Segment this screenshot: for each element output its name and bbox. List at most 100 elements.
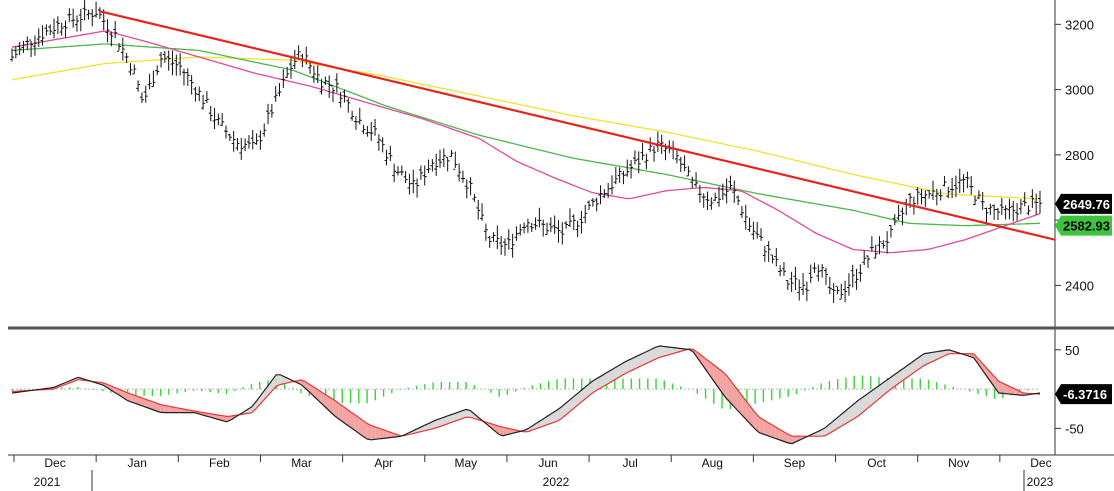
osc-band-segment [573, 393, 578, 409]
x-month-label: Aug [702, 456, 723, 470]
x-month-label: May [455, 456, 478, 470]
osc-band-segment [705, 358, 710, 376]
osc-band-segment [862, 394, 867, 413]
osc-band-segment [453, 412, 458, 422]
osc-band-segment [672, 347, 677, 354]
osc-band-segment [276, 374, 281, 387]
oscillator-panel: 50 -50 -6.3716 [11, 343, 1112, 445]
osc-band-segment [982, 363, 987, 376]
y-tick-label: 2400 [1065, 278, 1094, 293]
osc-band-segment [722, 371, 727, 399]
x-month-label: Dec [44, 456, 65, 470]
osc-band-segment [643, 351, 648, 365]
last-price-label: 2649.76 [1063, 197, 1110, 212]
osc-band-segment [907, 362, 913, 377]
osc-band-segment [610, 367, 615, 383]
osc-band-segment [887, 376, 892, 392]
osc-band-segment [912, 359, 917, 374]
osc-band-segment [367, 423, 372, 440]
osc-band-segment [746, 401, 752, 425]
osc-band-segment [577, 389, 582, 406]
osc-band-segment [751, 407, 756, 430]
osc-value-tag-bg [1055, 384, 1112, 405]
osc-y-tick-label: 50 [1065, 343, 1079, 358]
osc-band-segment [561, 403, 566, 419]
y-tick-label: 2800 [1065, 148, 1094, 163]
osc-band-segment [639, 352, 644, 367]
osc-band-segment [255, 396, 260, 410]
osc-band-segment [779, 429, 785, 442]
osc-band-segment [928, 352, 933, 364]
osc-band-segment [280, 374, 285, 385]
osc-band-segment [585, 383, 590, 399]
osc-band-segment [713, 364, 718, 387]
osc-band-segment [998, 381, 1003, 394]
x-axis: Dec Jan Feb Mar Apr May Jun Jul Aug Sep Oct Nov Dec 2… [8, 454, 1114, 491]
osc-band-segment [594, 377, 599, 392]
last-price-tag-bg [1055, 193, 1112, 214]
osc-band-segment [656, 346, 661, 359]
osc-band-segment [841, 410, 846, 426]
osc-value-tag: -6.3716 [1055, 384, 1112, 405]
y-tick-label: 3000 [1065, 83, 1094, 98]
osc-band-segment [362, 420, 368, 440]
last-price-tag: 2649.76 [1055, 193, 1112, 214]
osc-band-segment [354, 414, 359, 434]
osc-band-segment [755, 412, 760, 433]
osc-band-segment [763, 419, 768, 436]
osc-band-segment [627, 358, 632, 373]
osc-band-segment [784, 431, 789, 443]
osc-band-segment [152, 401, 157, 411]
ma-long-line [11, 56, 1041, 200]
x-month-label: Nov [948, 456, 969, 470]
ma-value-tag-bg [1055, 215, 1112, 236]
osc-band-segment [338, 402, 343, 422]
osc-band-segment [1002, 383, 1007, 394]
x-month-label: Dec [1030, 456, 1051, 470]
osc-band-segment [565, 400, 570, 416]
osc-band-segment [606, 370, 611, 385]
osc-band-segment [701, 355, 706, 370]
osc-band-segment [449, 413, 454, 424]
x-month-label: Apr [374, 456, 393, 470]
osc-band-segment [660, 346, 665, 358]
osc-band-segment [247, 406, 252, 414]
osc-band-segment [490, 423, 496, 432]
osc-band-segment [342, 405, 347, 425]
osc-band-segment [742, 396, 747, 421]
osc-band-segment [899, 368, 904, 383]
x-year-label: 2023 [1027, 475, 1054, 489]
osc-band-segment [127, 392, 132, 403]
osc-band-segment [375, 426, 380, 440]
osc-band-segment [924, 352, 929, 366]
osc-band-segment [548, 412, 553, 425]
osc-band-segment [168, 406, 174, 413]
osc-band-segment [1015, 389, 1020, 395]
osc-band-segment [589, 380, 595, 395]
osc-band-segment [437, 418, 442, 428]
osc-band-segment [775, 427, 780, 441]
osc-band-segment [433, 419, 438, 429]
x-month-label: Jul [622, 456, 637, 470]
osc-band-segment [932, 351, 937, 362]
osc-band-segment [858, 397, 863, 416]
osc-band-segment [300, 379, 306, 388]
osc-band-segment [569, 396, 574, 413]
osc-band-segment [321, 392, 326, 408]
osc-band-segment [416, 427, 421, 433]
osc-band-segment [334, 400, 339, 419]
osc-fast-line [11, 345, 1041, 445]
trendline [99, 10, 1056, 241]
osc-band-segment [556, 407, 562, 422]
osc-band-segment [251, 402, 256, 413]
osc-band-segment [767, 422, 772, 438]
osc-band-segment [325, 394, 330, 412]
osc-band-segment [160, 404, 165, 413]
osc-band-segment [631, 356, 636, 371]
osc-band-segment [581, 386, 586, 402]
osc-band-segment [445, 415, 450, 425]
osc-band-segment [854, 400, 859, 419]
osc-band-segment [668, 347, 673, 355]
osc-band-segment [730, 380, 735, 408]
ma-mid-line [11, 43, 1041, 227]
